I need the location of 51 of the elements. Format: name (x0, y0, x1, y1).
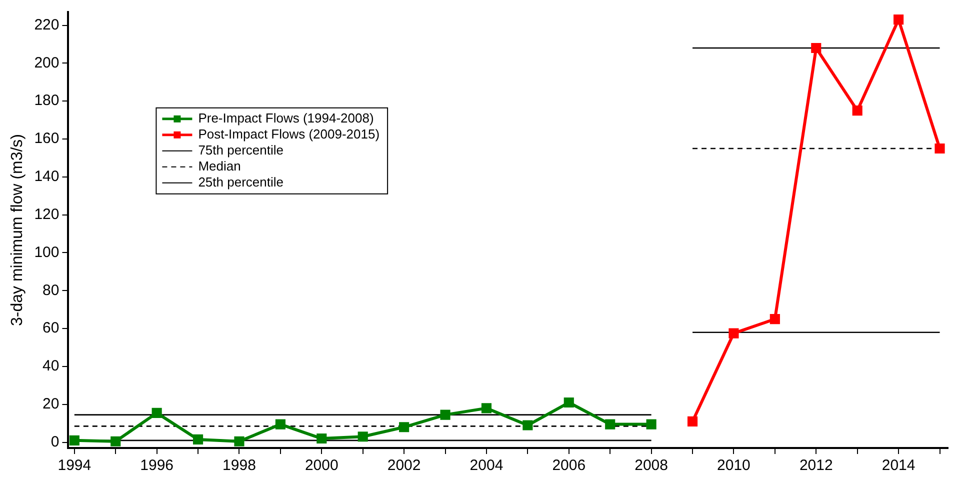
point (440, 410, 450, 420)
point (728, 328, 739, 338)
point (894, 14, 904, 25)
point (69, 435, 80, 446)
x-tick-label: 2006 (552, 457, 586, 474)
y-tick-label: 60 (42, 320, 60, 337)
y-tick-label: 140 (34, 168, 60, 186)
x-tick-label: 1994 (58, 457, 92, 474)
point (234, 436, 244, 446)
y-tick-label: 20 (42, 396, 60, 413)
point (152, 408, 162, 418)
y-tick-label: 0 (50, 433, 60, 450)
legend-label: Pre-Impact Flows (1994-2008) (198, 110, 374, 126)
point (687, 416, 698, 426)
point (481, 403, 492, 414)
x-tick-label: 2008 (634, 457, 668, 474)
x-tick-label: 2010 (717, 457, 750, 474)
x-tick-label: 2012 (799, 457, 833, 474)
x-tick-label: 2014 (882, 457, 916, 474)
y-tick-label: 160 (34, 130, 60, 148)
point (564, 397, 574, 408)
point (275, 419, 286, 430)
legend-label: Median (198, 158, 241, 174)
point (605, 419, 616, 430)
legend-label: 25th percentile (198, 174, 284, 190)
y-tick-label: 120 (34, 206, 60, 223)
point (852, 106, 862, 116)
point (934, 143, 945, 154)
y-tick-label: 220 (34, 16, 60, 34)
legend-label: 75th percentile (198, 142, 284, 158)
y-tick-label: 180 (34, 92, 60, 110)
x-tick-label: 1998 (222, 457, 256, 474)
y-tick-label: 80 (42, 282, 60, 299)
y-tick-label: 40 (42, 358, 60, 375)
point (522, 420, 533, 430)
x-tick-label: 1996 (140, 457, 174, 474)
point (358, 432, 368, 442)
point (316, 433, 327, 444)
point (192, 434, 204, 445)
point (646, 419, 656, 430)
point (399, 422, 410, 432)
legend-label: Post-Impact Flows (2009-2015) (198, 126, 380, 142)
point (110, 436, 121, 446)
y-tick-label: 100 (34, 244, 60, 261)
point (770, 314, 780, 324)
y-tick-label: 200 (34, 54, 60, 72)
x-tick-label: 2000 (304, 457, 338, 474)
y-axis-title: 3-day minimum flow (m3/s) (9, 134, 26, 326)
x-tick-label: 2004 (470, 457, 504, 474)
point (811, 42, 822, 54)
x-tick-label: 2002 (387, 457, 421, 474)
